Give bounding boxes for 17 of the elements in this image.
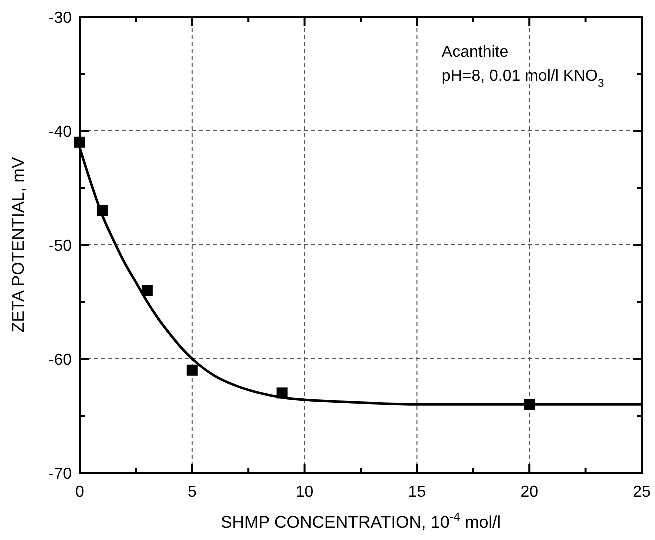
y-tick-label: -50	[48, 238, 72, 255]
y-tick-label: -40	[48, 124, 72, 141]
y-tick-label: -60	[48, 352, 72, 369]
y-tick-label: -70	[48, 466, 72, 483]
x-tick-label: 20	[520, 484, 539, 501]
x-tick-label: 5	[188, 484, 197, 501]
x-tick-label: 25	[633, 484, 651, 501]
point	[186, 364, 198, 376]
point	[142, 285, 153, 296]
y-axis-title: ZETA POTENTIAL, mV	[9, 156, 28, 333]
y-tick-label: -30	[48, 10, 72, 27]
x-tick-label: 10	[296, 484, 314, 501]
annotation: Acanthite	[442, 44, 509, 61]
x-axis-title: SHMP CONCENTRATION, 10$^{-4}$ mol/l	[220, 510, 502, 532]
annotation: pH=8, 0.01 mol/l KNO$_{3}$	[442, 68, 604, 90]
x-tick-label: 15	[408, 484, 426, 501]
x-tick-label: 0	[76, 484, 85, 501]
